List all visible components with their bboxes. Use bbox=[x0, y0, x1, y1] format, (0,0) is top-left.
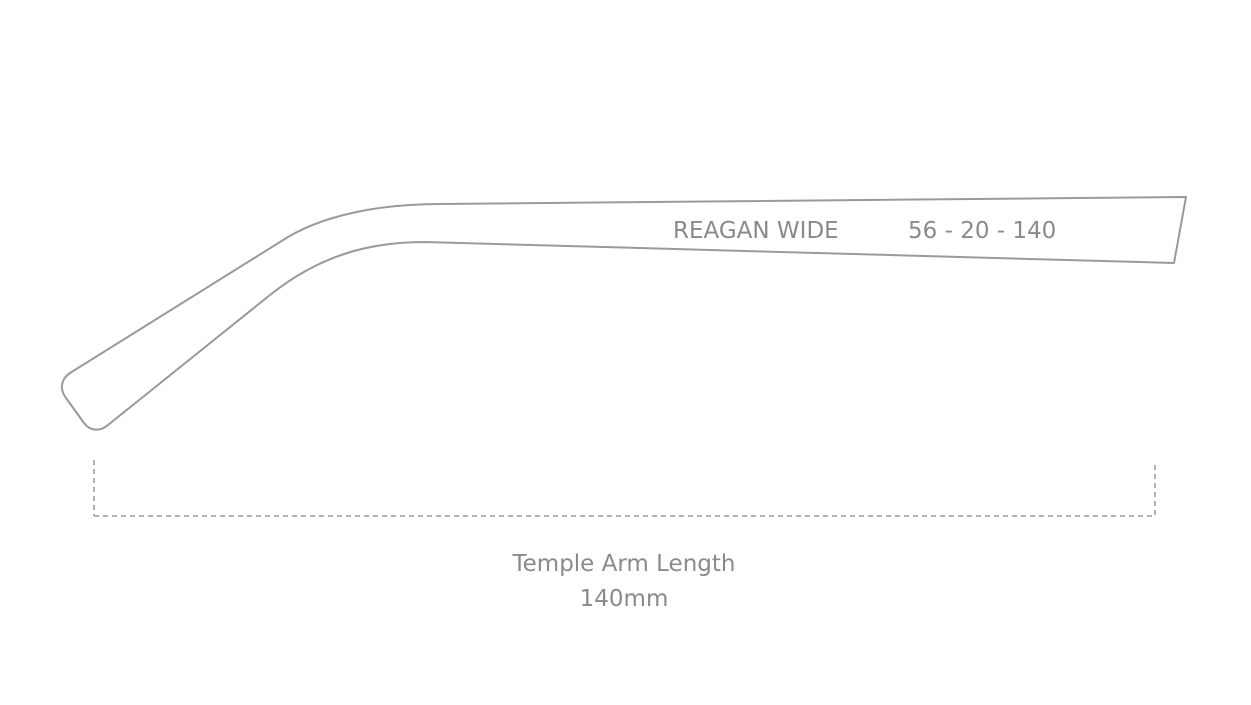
temple-arm-outline bbox=[60, 196, 1187, 431]
model-name: REAGAN WIDE bbox=[673, 218, 839, 244]
measurement-value: 140mm bbox=[580, 586, 669, 612]
dimension-line bbox=[93, 460, 1156, 517]
measurement-label: Temple Arm Length bbox=[512, 551, 736, 577]
frame-size: 56 - 20 - 140 bbox=[908, 218, 1056, 244]
